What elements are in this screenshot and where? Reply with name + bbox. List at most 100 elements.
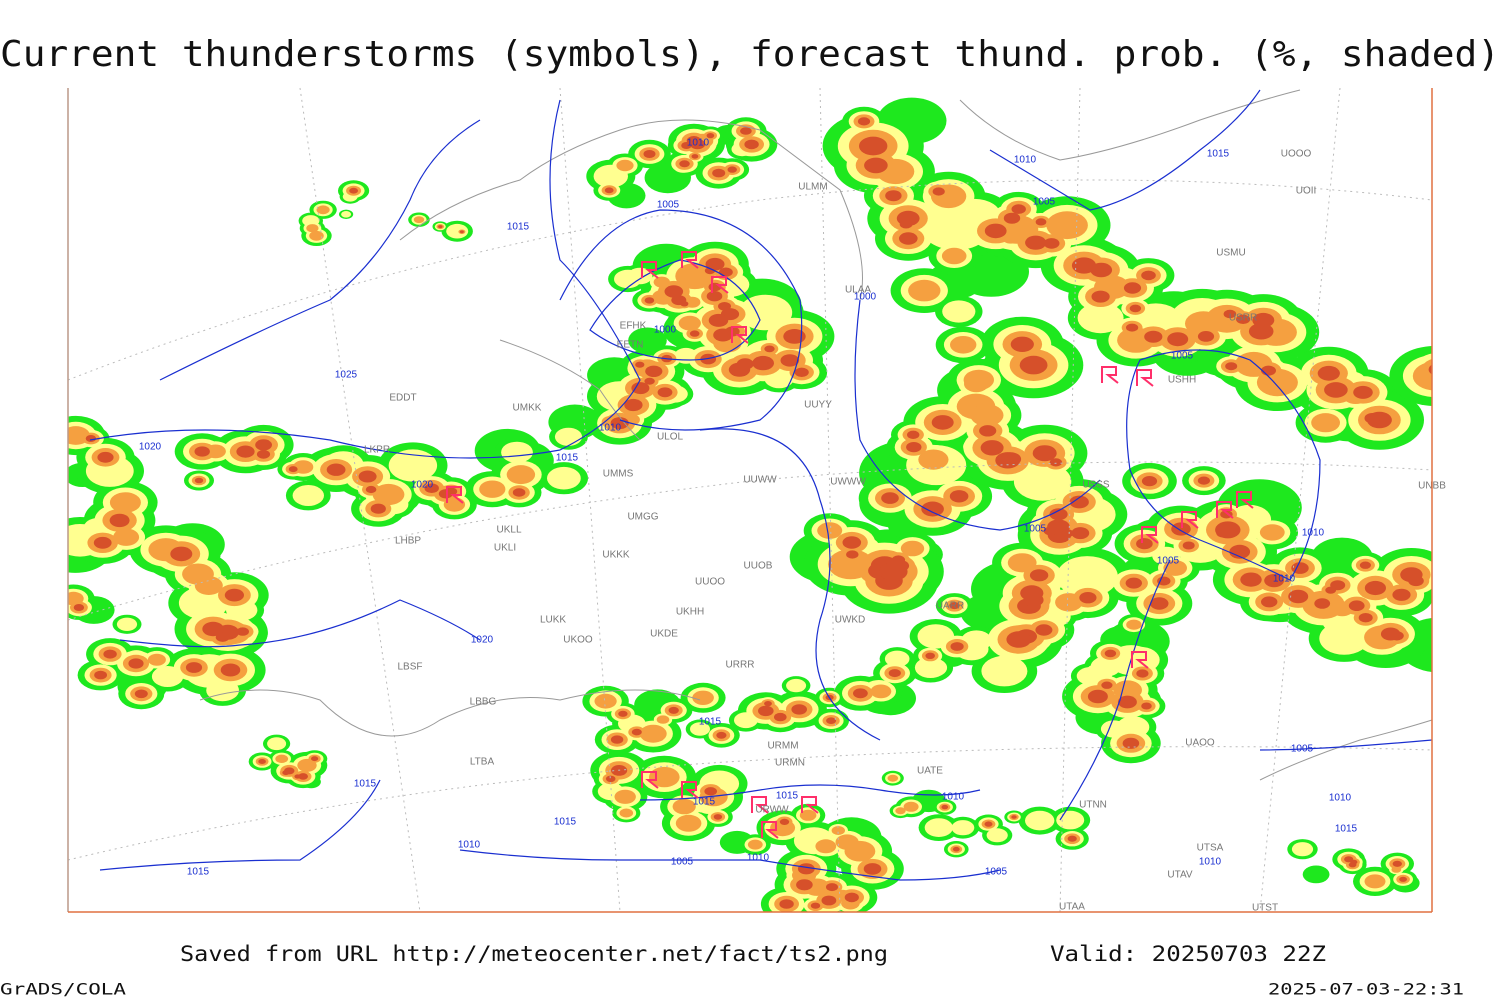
shade-patch bbox=[884, 650, 910, 667]
isobar bbox=[559, 209, 803, 431]
shade-patch bbox=[744, 139, 759, 150]
shade-patch bbox=[94, 670, 107, 680]
isobar bbox=[459, 849, 1001, 881]
shade-patch bbox=[1023, 593, 1044, 607]
shade-patch bbox=[1077, 302, 1124, 334]
shade-patch bbox=[459, 230, 464, 234]
isobar-label: 1010 bbox=[1302, 528, 1325, 539]
station-label: UTSA bbox=[1197, 843, 1224, 854]
shade-patch bbox=[908, 279, 941, 302]
shade-patch bbox=[128, 658, 144, 669]
shade-patch bbox=[236, 627, 249, 636]
station-label: ULOL bbox=[657, 432, 684, 443]
shade-patch bbox=[879, 562, 908, 581]
shade-patch bbox=[779, 818, 790, 826]
isobar-label: 1000 bbox=[654, 325, 677, 336]
shade-patch bbox=[644, 377, 655, 385]
shade-patch bbox=[1364, 413, 1381, 424]
shade-patch bbox=[799, 809, 817, 821]
station-label: UMKK bbox=[513, 403, 542, 414]
shade-patch bbox=[349, 187, 358, 194]
isobar-label: 1010 bbox=[942, 792, 965, 803]
shade-patch bbox=[109, 492, 141, 513]
shade-patch bbox=[1113, 680, 1142, 700]
station-label: USHH bbox=[1168, 375, 1196, 386]
shade-patch bbox=[1104, 649, 1117, 658]
shade-patch bbox=[1364, 874, 1386, 889]
shade-patch bbox=[1441, 368, 1471, 388]
storm-symbol bbox=[1181, 511, 1199, 529]
shade-patch bbox=[631, 382, 650, 395]
shade-patch bbox=[644, 297, 655, 304]
shade-patch bbox=[628, 327, 667, 354]
shade-patch bbox=[1003, 212, 1021, 224]
shade-patch bbox=[1358, 613, 1373, 623]
probability-shading bbox=[34, 97, 1471, 912]
shade-patch bbox=[202, 621, 224, 637]
station-label: UAOO bbox=[1185, 738, 1215, 749]
shade-patch bbox=[747, 839, 763, 850]
station-label: URMN bbox=[775, 758, 805, 769]
shade-patch bbox=[675, 814, 702, 832]
isobar-label: 1025 bbox=[335, 370, 358, 381]
shade-patch bbox=[1125, 577, 1143, 589]
shade-patch bbox=[1049, 508, 1068, 521]
shade-patch bbox=[370, 503, 386, 514]
shade-patch bbox=[547, 466, 581, 490]
shade-patch bbox=[797, 863, 815, 875]
storm-symbol bbox=[446, 486, 464, 504]
isobar-label: 1005 bbox=[1157, 556, 1180, 567]
shade-patch bbox=[1223, 309, 1237, 319]
shade-patch bbox=[554, 427, 583, 446]
shade-patch bbox=[1035, 218, 1047, 226]
station-label: UKDE bbox=[650, 629, 678, 640]
shade-patch bbox=[1317, 365, 1340, 381]
shade-patch bbox=[885, 190, 902, 202]
shade-patch bbox=[734, 712, 758, 729]
isobar-label: 1015 bbox=[693, 797, 716, 808]
shade-patch bbox=[258, 759, 266, 764]
station-label: UKLI bbox=[494, 543, 516, 554]
shade-patch bbox=[619, 808, 634, 818]
isobar-label: 1020 bbox=[471, 635, 494, 646]
isobar-label: 1015 bbox=[1207, 149, 1230, 160]
shade-patch bbox=[1359, 561, 1371, 569]
isobar bbox=[699, 428, 881, 741]
shade-patch bbox=[178, 586, 229, 620]
shade-patch bbox=[1353, 385, 1373, 399]
shade-patch bbox=[97, 451, 114, 463]
shade-patch bbox=[857, 117, 871, 126]
shade-patch bbox=[1408, 575, 1424, 587]
isobar bbox=[639, 784, 981, 801]
shade-patch bbox=[656, 715, 670, 724]
shade-patch bbox=[859, 136, 888, 156]
shade-patch bbox=[68, 591, 84, 606]
shade-patch bbox=[1311, 413, 1340, 433]
shade-patch bbox=[1019, 355, 1048, 375]
shade-patch bbox=[919, 658, 948, 677]
shade-patch bbox=[963, 369, 994, 391]
shade-patch bbox=[645, 365, 663, 377]
shade-patch bbox=[1261, 596, 1278, 608]
shade-patch bbox=[1006, 631, 1032, 648]
shade-patch bbox=[1392, 860, 1403, 867]
shade-patch bbox=[501, 441, 533, 463]
isobar-label: 1010 bbox=[1014, 155, 1037, 166]
shade-patch bbox=[887, 774, 899, 782]
shade-patch bbox=[1025, 235, 1047, 250]
shade-patch bbox=[1206, 304, 1248, 333]
shade-patch bbox=[1029, 569, 1049, 582]
shade-patch bbox=[1319, 621, 1369, 655]
station-label: UTAV bbox=[1167, 870, 1193, 881]
shade-patch bbox=[424, 483, 439, 494]
shade-patch bbox=[931, 415, 954, 430]
station-label: ULMM bbox=[798, 182, 827, 193]
isobar-label: 1005 bbox=[657, 200, 680, 211]
shade-patch bbox=[1167, 332, 1189, 347]
shade-patch bbox=[311, 756, 319, 762]
station-label: LBBG bbox=[470, 697, 497, 708]
thunderstorm-symbols bbox=[446, 251, 1254, 839]
shade-patch bbox=[298, 773, 308, 780]
shade-patch bbox=[34, 438, 57, 453]
source-url: Saved from URL http://meteocenter.net/fa… bbox=[180, 942, 888, 966]
